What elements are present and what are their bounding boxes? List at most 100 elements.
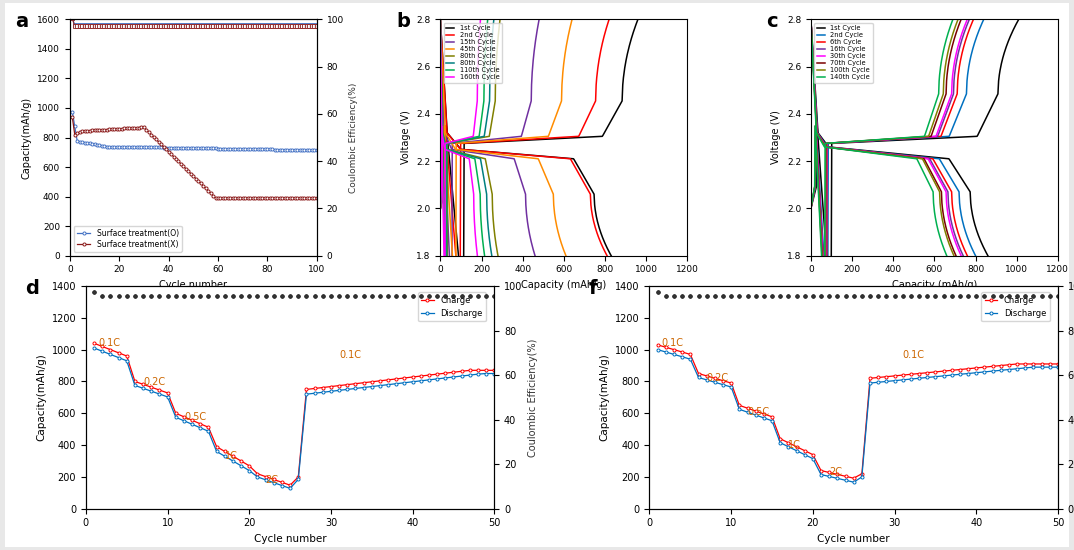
Discharge [406, 378, 419, 385]
Charge [170, 410, 183, 416]
Charge [676, 349, 688, 355]
Discharge [153, 390, 165, 397]
Charge [823, 469, 836, 476]
Discharge [684, 356, 697, 362]
Discharge [773, 439, 786, 446]
Discharge [995, 367, 1007, 373]
Charge [324, 383, 337, 390]
Charge [431, 371, 444, 377]
Discharge [692, 374, 705, 381]
Discharge [120, 358, 133, 364]
Discharge [463, 372, 476, 378]
Discharge [317, 389, 330, 395]
Charge [349, 381, 362, 387]
Discharge [96, 348, 108, 355]
Line: Discharge: Discharge [92, 346, 496, 490]
Surface treatment(O) [113, 144, 126, 150]
Y-axis label: Capacity(mAh/g): Capacity(mAh/g) [599, 354, 610, 441]
Discharge [700, 377, 713, 383]
Discharge [986, 368, 999, 375]
Charge [365, 378, 378, 385]
Discharge [676, 354, 688, 360]
Surface treatment(O) [212, 145, 224, 152]
Discharge [202, 428, 215, 435]
Line: Discharge: Discharge [656, 348, 1059, 483]
Y-axis label: Voltage (V): Voltage (V) [401, 111, 410, 164]
Discharge [415, 377, 427, 384]
Discharge [1002, 366, 1015, 373]
Text: d: d [25, 279, 39, 298]
Discharge [381, 381, 394, 388]
Charge [333, 382, 346, 389]
Discharge [757, 415, 770, 421]
X-axis label: Capacity (mAh/g): Capacity (mAh/g) [891, 280, 977, 290]
Charge [814, 468, 827, 474]
Discharge [333, 387, 346, 394]
Charge [259, 474, 272, 480]
Discharge [324, 388, 337, 395]
Discharge [945, 372, 958, 378]
Discharge [227, 458, 240, 464]
Charge [390, 376, 403, 382]
Discharge [161, 394, 174, 400]
Discharge [308, 390, 321, 397]
Charge [186, 417, 199, 424]
Discharge [807, 455, 819, 462]
Charge [308, 385, 321, 392]
Charge [88, 340, 101, 346]
X-axis label: Capacity (mAh/g): Capacity (mAh/g) [521, 280, 607, 290]
Charge [954, 366, 967, 373]
Surface treatment(X) [212, 195, 224, 201]
Charge [897, 372, 910, 378]
Discharge [814, 471, 827, 478]
Charge [267, 476, 280, 483]
Discharge [1051, 364, 1064, 371]
X-axis label: Cycle number: Cycle number [159, 280, 228, 290]
Text: 1C: 1C [788, 441, 801, 450]
Charge [692, 370, 705, 377]
Discharge [798, 452, 811, 458]
Discharge [978, 368, 991, 375]
Charge [839, 473, 852, 480]
Charge [177, 414, 190, 420]
Charge [888, 372, 901, 379]
Charge [1043, 361, 1056, 367]
Discharge [300, 391, 313, 398]
Discharge [177, 417, 190, 424]
Charge [929, 368, 942, 375]
Discharge [340, 386, 353, 393]
Surface treatment(O) [297, 147, 311, 153]
Y-axis label: Capacity(mAh/g): Capacity(mAh/g) [37, 354, 46, 441]
Charge [807, 452, 819, 458]
Charge [1011, 361, 1024, 367]
Charge [129, 378, 142, 385]
Discharge [170, 414, 183, 421]
Discharge [823, 473, 836, 480]
Discharge [904, 376, 917, 382]
Charge [415, 373, 427, 380]
Charge [961, 365, 974, 372]
Y-axis label: Capacity(mAh/g): Capacity(mAh/g) [21, 96, 31, 179]
Discharge [398, 379, 411, 386]
Discharge [447, 373, 460, 380]
Discharge [136, 385, 149, 392]
Discharge [839, 477, 852, 483]
Charge [1035, 361, 1048, 367]
Text: 1C: 1C [224, 452, 237, 461]
Discharge [365, 383, 378, 390]
Discharge [349, 385, 362, 392]
Charge [790, 443, 803, 450]
Discharge [750, 412, 763, 419]
Text: 0.1C: 0.1C [339, 350, 361, 360]
Charge [120, 353, 133, 359]
Discharge [709, 379, 722, 386]
Charge [920, 370, 933, 376]
Charge [938, 368, 950, 375]
Discharge [390, 381, 403, 387]
Charge [455, 368, 468, 375]
Discharge [88, 345, 101, 351]
X-axis label: Cycle number: Cycle number [253, 534, 326, 544]
Discharge [1019, 365, 1032, 371]
Charge [986, 363, 999, 370]
Charge [725, 379, 738, 386]
